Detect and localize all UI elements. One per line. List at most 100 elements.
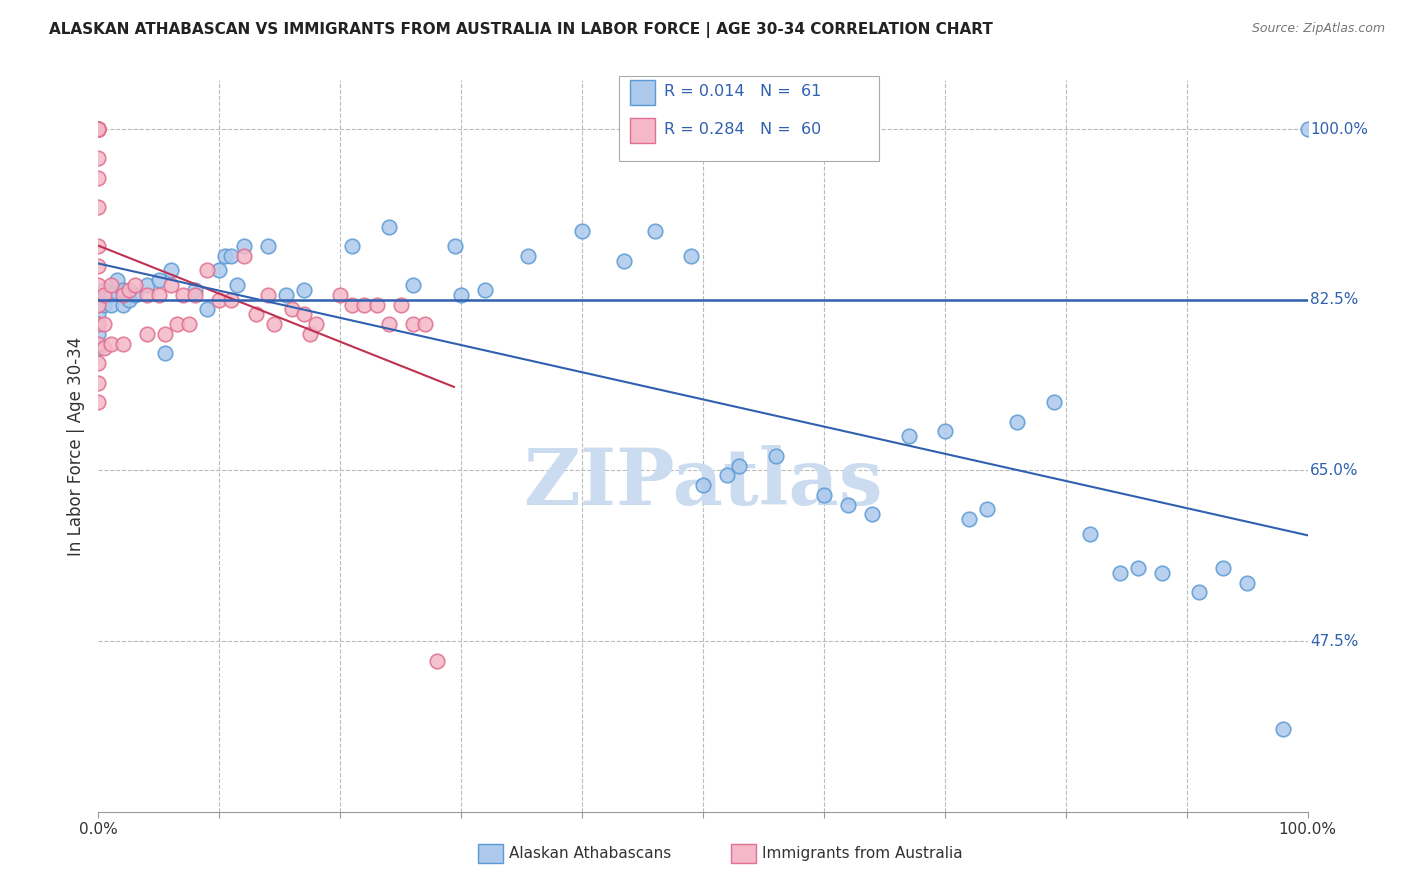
Point	[516, 249, 538, 263]
Point	[897, 429, 920, 443]
Point	[329, 288, 352, 302]
Point	[124, 278, 146, 293]
Point	[208, 293, 231, 307]
Point	[100, 288, 122, 302]
Point	[221, 293, 243, 307]
Point	[87, 122, 110, 136]
Point	[135, 278, 157, 293]
Point	[342, 239, 364, 253]
Point	[426, 654, 449, 668]
Point	[232, 239, 254, 253]
Point	[765, 449, 787, 463]
Text: 82.5%: 82.5%	[1310, 293, 1358, 307]
Point	[342, 297, 364, 311]
Point	[402, 317, 425, 331]
Point	[105, 273, 128, 287]
Text: 100.0%: 100.0%	[1310, 121, 1368, 136]
Point	[87, 317, 110, 331]
Point	[100, 336, 122, 351]
Point	[87, 170, 110, 185]
Point	[87, 342, 110, 356]
Point	[160, 278, 183, 293]
Point	[118, 283, 141, 297]
Point	[93, 283, 115, 297]
Point	[118, 293, 141, 307]
Text: 65.0%: 65.0%	[1310, 463, 1358, 478]
Point	[366, 297, 388, 311]
Text: ZIPatlas: ZIPatlas	[523, 444, 883, 521]
Point	[256, 239, 278, 253]
Point	[87, 122, 110, 136]
Point	[160, 263, 183, 277]
Point	[87, 356, 110, 370]
Point	[1042, 395, 1064, 409]
Point	[124, 288, 146, 302]
Point	[1078, 526, 1101, 541]
Point	[728, 458, 751, 473]
Point	[135, 288, 157, 302]
Text: Source: ZipAtlas.com: Source: ZipAtlas.com	[1251, 22, 1385, 36]
Point	[208, 263, 231, 277]
Point	[87, 376, 110, 390]
Point	[1007, 415, 1029, 429]
Point	[444, 239, 467, 253]
Point	[87, 122, 110, 136]
Point	[184, 288, 207, 302]
Point	[87, 297, 110, 311]
Point	[353, 297, 375, 311]
Text: R = 0.284   N =  60: R = 0.284 N = 60	[664, 122, 821, 136]
Point	[87, 307, 110, 321]
Point	[292, 307, 315, 321]
Point	[87, 151, 110, 165]
Point	[837, 498, 859, 512]
Point	[389, 297, 412, 311]
Point	[93, 297, 115, 311]
Text: R = 0.014   N =  61: R = 0.014 N = 61	[664, 85, 821, 99]
Point	[87, 122, 110, 136]
Point	[135, 326, 157, 341]
Point	[93, 342, 115, 356]
Point	[87, 336, 110, 351]
Point	[195, 302, 218, 317]
Point	[292, 283, 315, 297]
Point	[148, 288, 170, 302]
Point	[87, 122, 110, 136]
Point	[1188, 585, 1211, 599]
Point	[87, 122, 110, 136]
Point	[111, 297, 134, 311]
Point	[87, 122, 110, 136]
Point	[232, 249, 254, 263]
Text: ALASKAN ATHABASCAN VS IMMIGRANTS FROM AUSTRALIA IN LABOR FORCE | AGE 30-34 CORRE: ALASKAN ATHABASCAN VS IMMIGRANTS FROM AU…	[49, 22, 993, 38]
Point	[87, 239, 110, 253]
Point	[87, 259, 110, 273]
Point	[214, 249, 236, 263]
Point	[1212, 561, 1234, 575]
Point	[93, 317, 115, 331]
Text: 47.5%: 47.5%	[1310, 633, 1358, 648]
Point	[644, 224, 666, 238]
Point	[860, 508, 883, 522]
Point	[111, 288, 134, 302]
Point	[450, 288, 472, 302]
Point	[87, 200, 110, 214]
Point	[692, 478, 714, 492]
Point	[87, 278, 110, 293]
Point	[256, 288, 278, 302]
Text: Alaskan Athabascans: Alaskan Athabascans	[509, 847, 671, 861]
Point	[1272, 722, 1295, 736]
Point	[413, 317, 436, 331]
Point	[1152, 566, 1174, 580]
Point	[377, 219, 399, 234]
Point	[172, 288, 194, 302]
Point	[263, 317, 285, 331]
Point	[166, 317, 188, 331]
Point	[179, 317, 201, 331]
Point	[153, 326, 176, 341]
Y-axis label: In Labor Force | Age 30-34: In Labor Force | Age 30-34	[66, 336, 84, 556]
Point	[87, 293, 110, 307]
Point	[934, 425, 956, 439]
Text: Immigrants from Australia: Immigrants from Australia	[762, 847, 963, 861]
Point	[87, 122, 110, 136]
Point	[111, 283, 134, 297]
Point	[571, 224, 593, 238]
